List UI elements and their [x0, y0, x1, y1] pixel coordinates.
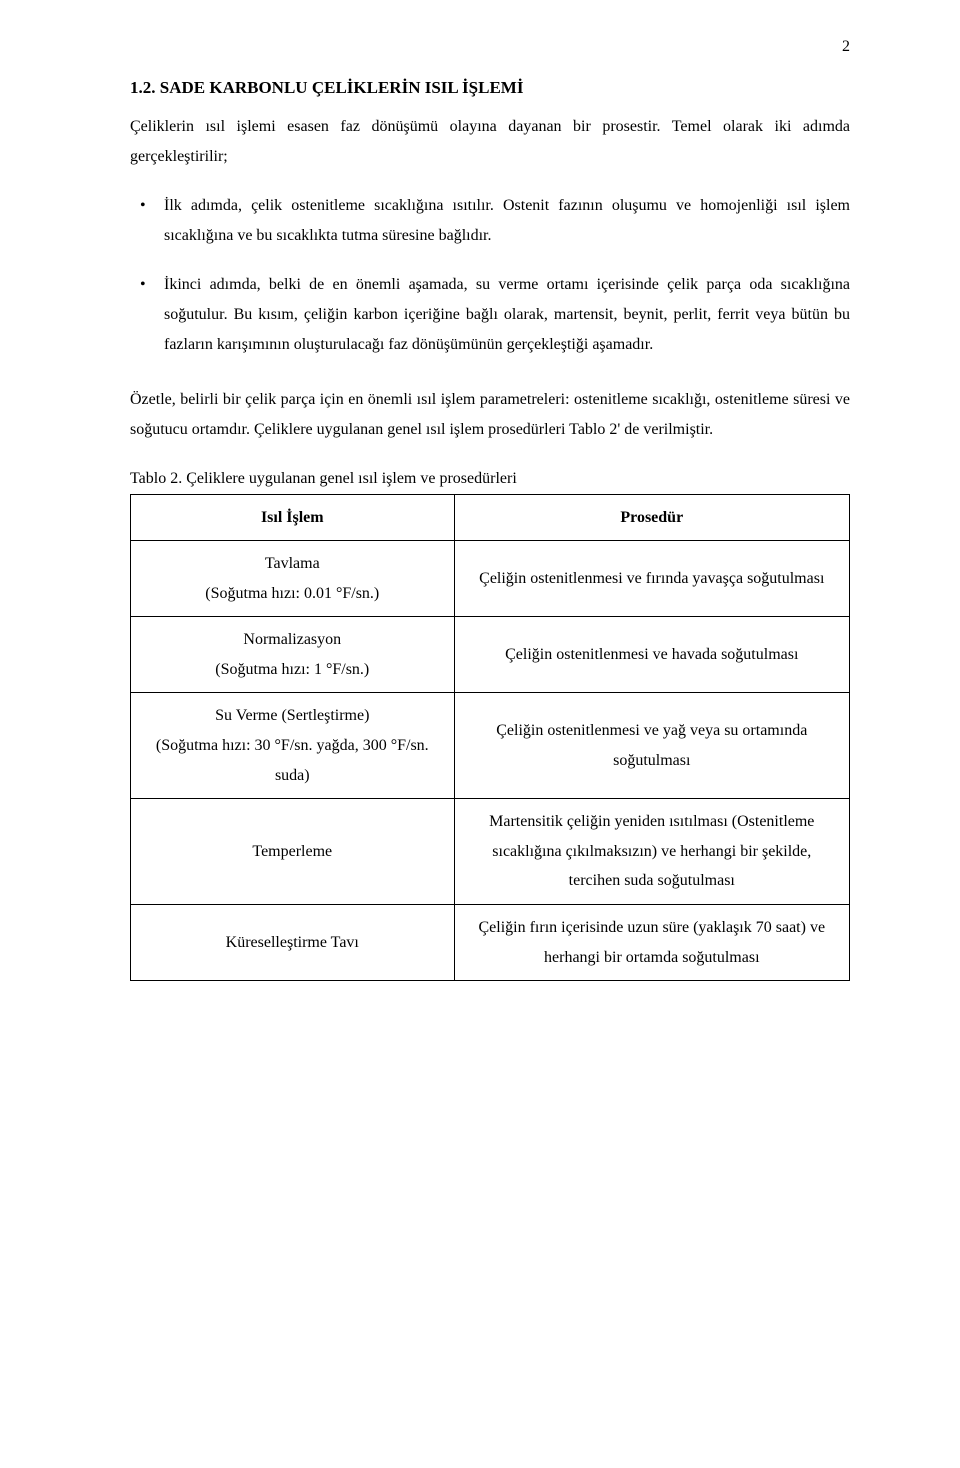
- list-item: İkinci adımda, belki de en önemli aşamad…: [130, 270, 850, 361]
- section-heading: 1.2. SADE KARBONLU ÇELİKLERİN ISIL İŞLEM…: [130, 78, 850, 98]
- table-header-cell: Isıl İşlem: [131, 494, 455, 541]
- table-row: Küreselleştirme Tavı Çeliğin fırın içeri…: [131, 905, 850, 981]
- intro-paragraph: Çeliklerin ısıl işlemi esasen faz dönüşü…: [130, 112, 850, 173]
- table-cell: Çeliğin ostenitlenmesi ve yağ veya su or…: [454, 693, 849, 799]
- table-row: Su Verme (Sertleştirme)(Soğutma hızı: 30…: [131, 693, 850, 799]
- table-cell: Çeliğin fırın içerisinde uzun süre (yakl…: [454, 905, 849, 981]
- table-cell: Temperleme: [131, 799, 455, 905]
- table-row: Temperleme Martensitik çeliğin yeniden ı…: [131, 799, 850, 905]
- table-cell: Çeliğin ostenitlenmesi ve havada soğutul…: [454, 617, 849, 693]
- table-header-row: Isıl İşlem Prosedür: [131, 494, 850, 541]
- summary-paragraph: Özetle, belirli bir çelik parça için en …: [130, 385, 850, 446]
- table-row: Normalizasyon(Soğutma hızı: 1 °F/sn.) Çe…: [131, 617, 850, 693]
- document-page: 2 1.2. SADE KARBONLU ÇELİKLERİN ISIL İŞL…: [0, 0, 960, 1468]
- table-caption: Tablo 2. Çeliklere uygulanan genel ısıl …: [130, 470, 850, 488]
- bullet-list: İlk adımda, çelik ostenitleme sıcaklığın…: [130, 191, 850, 361]
- table-cell: Tavlama(Soğutma hızı: 0.01 °F/sn.): [131, 541, 455, 617]
- table-header-cell: Prosedür: [454, 494, 849, 541]
- table-cell: Martensitik çeliğin yeniden ısıtılması (…: [454, 799, 849, 905]
- table-cell: Küreselleştirme Tavı: [131, 905, 455, 981]
- list-item: İlk adımda, çelik ostenitleme sıcaklığın…: [130, 191, 850, 252]
- table-cell: Normalizasyon(Soğutma hızı: 1 °F/sn.): [131, 617, 455, 693]
- table-cell: Çeliğin ostenitlenmesi ve fırında yavaşç…: [454, 541, 849, 617]
- procedures-table: Isıl İşlem Prosedür Tavlama(Soğutma hızı…: [130, 494, 850, 982]
- page-number: 2: [842, 38, 850, 56]
- table-row: Tavlama(Soğutma hızı: 0.01 °F/sn.) Çeliğ…: [131, 541, 850, 617]
- table-cell: Su Verme (Sertleştirme)(Soğutma hızı: 30…: [131, 693, 455, 799]
